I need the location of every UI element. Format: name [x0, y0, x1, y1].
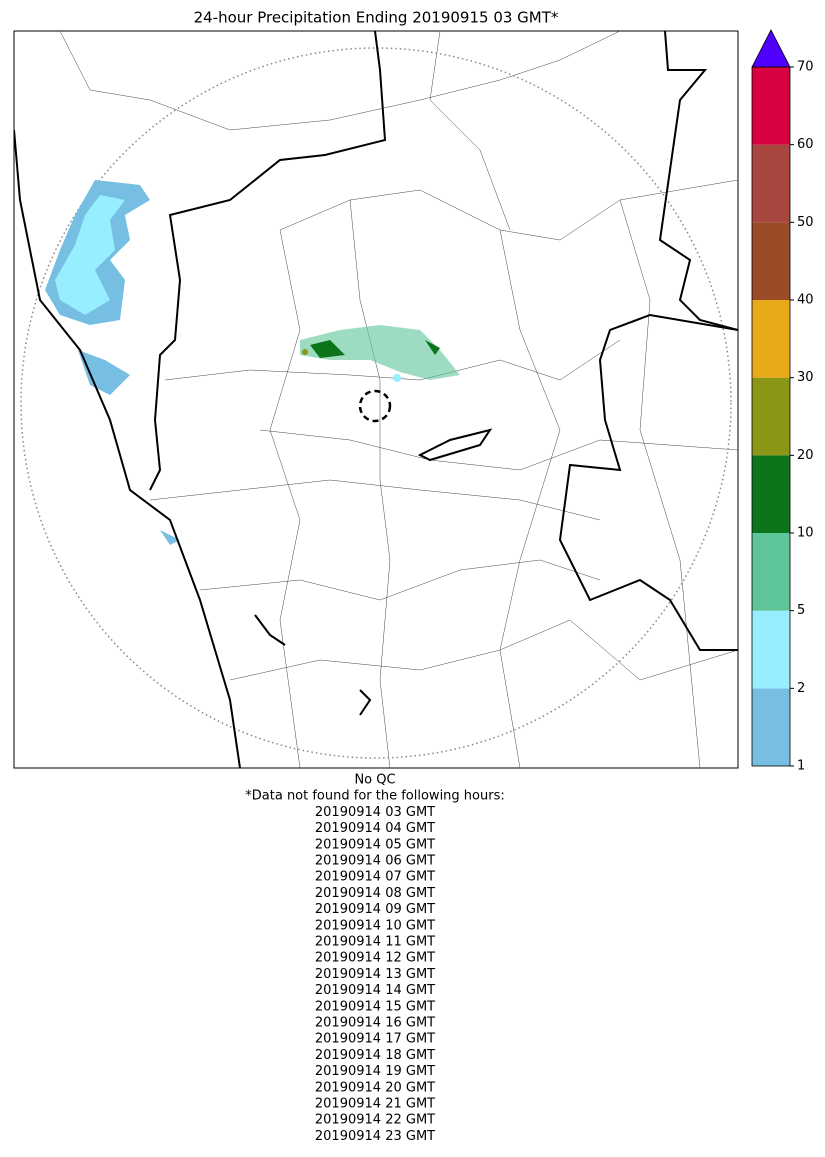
missing-hour: 20190914 23 GMT — [315, 1129, 435, 1144]
missing-hour: 20190914 22 GMT — [315, 1113, 435, 1128]
missing-hour: 20190914 09 GMT — [315, 902, 435, 917]
missing-hour: 20190914 11 GMT — [315, 935, 435, 950]
colorbar-segment — [752, 144, 790, 223]
colorbar-tick-label: 50 — [797, 215, 814, 230]
missing-hour: 20190914 06 GMT — [315, 854, 435, 869]
missing-hour: 20190914 19 GMT — [315, 1064, 435, 1079]
state-borders — [14, 31, 738, 768]
colorbar-segment — [752, 455, 790, 533]
missing-hour: 20190914 12 GMT — [315, 951, 435, 966]
colorbar-frame — [751, 66, 791, 767]
colorbar-tick-label: 20 — [797, 448, 814, 463]
radar-site — [358, 389, 392, 423]
missing-hour: 20190914 03 GMT — [315, 805, 435, 820]
colorbar-tick-label: 10 — [797, 526, 814, 541]
missing-hour: 20190914 21 GMT — [315, 1097, 435, 1112]
map — [13, 30, 739, 769]
missing-hour: 20190914 08 GMT — [315, 886, 435, 901]
colorbar-segment — [752, 688, 790, 766]
colorbar-tick-label: 5 — [797, 603, 805, 618]
missing-hour: 20190914 14 GMT — [315, 983, 435, 998]
missing-hour: 20190914 16 GMT — [315, 1016, 435, 1031]
precipitation — [45, 180, 460, 545]
missing-hour: 20190914 20 GMT — [315, 1080, 435, 1095]
missing-hour: 20190914 07 GMT — [315, 870, 435, 885]
missing-hour: 20190914 18 GMT — [315, 1048, 435, 1063]
missing-hour: 20190914 13 GMT — [315, 967, 435, 982]
colorbar-tick-label: 2 — [797, 681, 805, 696]
colorbar-segment — [752, 610, 790, 689]
colorbar: 1 2 5 10 20 30 40 50 60 70 — [751, 29, 814, 774]
map-frame — [13, 30, 739, 769]
colorbar-tick-label: 30 — [797, 370, 814, 385]
colorbar-segment — [752, 533, 790, 611]
colorbar-segment — [752, 377, 790, 456]
colorbar-extend — [751, 29, 791, 68]
missing-hour: 20190914 15 GMT — [315, 999, 435, 1014]
colorbar-segment — [752, 67, 790, 145]
missing-hour: 20190914 04 GMT — [315, 821, 435, 836]
colorbar-tick-label: 1 — [797, 759, 805, 774]
colorbar-tick-label: 40 — [797, 293, 814, 308]
map-title: 24-hour Precipitation Ending 20190915 03… — [194, 9, 559, 27]
note: No QC — [354, 773, 395, 788]
colorbar-segment — [752, 300, 790, 378]
footnotes: No QC*Data not found for the following h… — [245, 773, 504, 1144]
note: *Data not found for the following hours: — [245, 789, 504, 804]
radar-range — [20, 47, 732, 759]
missing-hour: 20190914 05 GMT — [315, 837, 435, 852]
district-borders — [59, 31, 738, 768]
colorbar-tick-label: 60 — [797, 137, 814, 152]
colorbar-segment — [752, 222, 790, 300]
missing-hour: 20190914 17 GMT — [315, 1032, 435, 1047]
missing-hour: 20190914 10 GMT — [315, 918, 435, 933]
colorbar-tick-label: 70 — [797, 60, 814, 75]
